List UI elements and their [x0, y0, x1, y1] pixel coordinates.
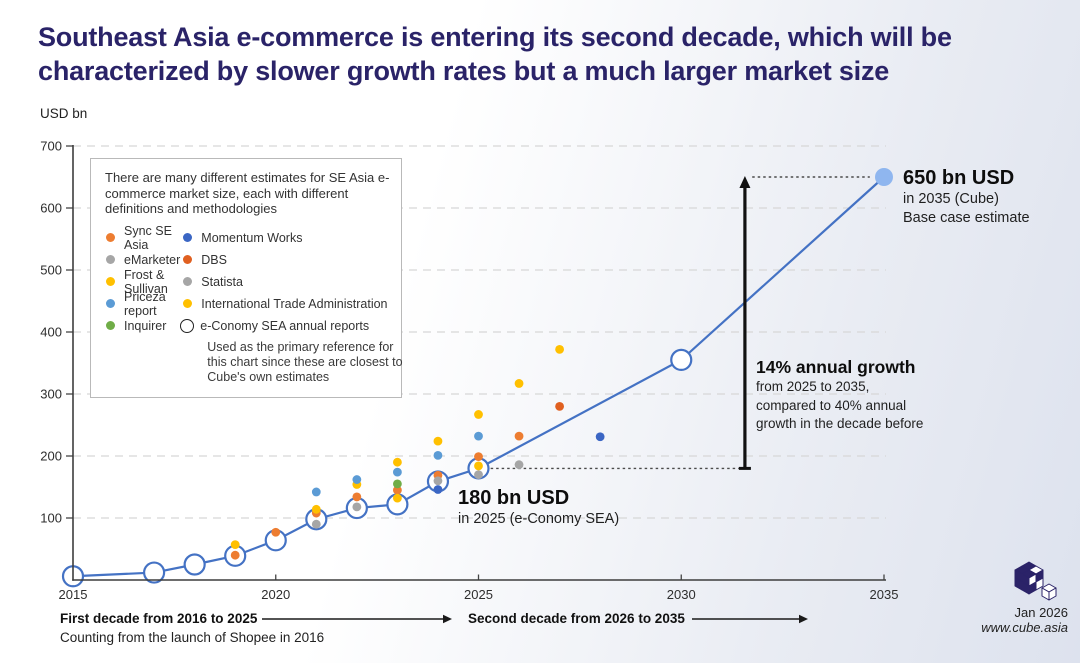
- svg-text:2015: 2015: [59, 587, 88, 602]
- annotation-650: 650 bn USD in 2035 (Cube) Base case esti…: [903, 166, 1030, 228]
- legend-column-left: Sync SE Asia eMarketer Frost & Sullivan …: [103, 223, 180, 385]
- legend-item: Statista: [180, 271, 407, 293]
- cube-logo-icon: [1014, 561, 1057, 601]
- legend-label: Priceza report: [124, 289, 166, 318]
- annotation-growth-line4: growth in the decade before: [756, 416, 924, 431]
- svg-text:700: 700: [40, 139, 62, 154]
- first-decade-subtext: Counting from the launch of Shopee in 20…: [60, 630, 325, 645]
- svg-text:300: 300: [40, 387, 62, 402]
- legend-item: Inquirer: [103, 315, 180, 337]
- note-box: There are many different estimates for S…: [90, 158, 403, 398]
- page-title: Southeast Asia e-commerce is entering it…: [38, 20, 1018, 88]
- annotation-650-line2: in 2035 (Cube): [903, 191, 999, 207]
- legend-label: Momentum Works: [201, 230, 303, 245]
- sync-se-asia-dot-icon: [106, 233, 115, 242]
- emarketer-dot-icon: [106, 255, 115, 264]
- inquirer-dot-icon: [106, 321, 115, 330]
- title-line-2: characterized by slower growth rates but…: [38, 56, 890, 86]
- svg-text:500: 500: [40, 263, 62, 278]
- legend-item: e-Conomy SEA annual reports: [180, 315, 407, 337]
- annotation-growth-line3: compared to 40% annual: [756, 397, 907, 413]
- frost-sullivan-dot-icon: [106, 277, 115, 286]
- note-intro: There are many different estimates for S…: [105, 170, 390, 216]
- annotation-growth: 14% annual growth from 2025 to 2035, com…: [756, 356, 923, 434]
- priceza-dot-icon: [106, 299, 115, 308]
- brand-date: Jan 2026: [1014, 605, 1069, 620]
- legend-label: eMarketer: [124, 252, 181, 267]
- legend: Sync SE Asia eMarketer Frost & Sullivan …: [103, 223, 403, 385]
- annotation-growth-title: 14% annual growth: [756, 357, 916, 377]
- second-decade-label: Second decade from 2026 to 2035: [468, 611, 685, 626]
- svg-text:2020: 2020: [261, 587, 290, 602]
- annotation-650-line3: Base case estimate: [903, 210, 1030, 226]
- annotation-growth-line2: from 2025 to 2035,: [756, 379, 870, 394]
- statista-dot-icon: [183, 277, 193, 286]
- legend-item: Momentum Works: [180, 227, 407, 249]
- annotation-650-value: 650 bn USD: [903, 167, 1015, 189]
- annotation-180: 180 bn USD in 2025 (e-Conomy SEA): [458, 486, 619, 529]
- legend-label: Sync SE Asia: [124, 223, 172, 252]
- first-decade-label: First decade from 2016 to 2025: [60, 611, 258, 626]
- legend-label: Frost & Sullivan: [124, 267, 168, 296]
- legend-item: eMarketer: [103, 249, 180, 271]
- svg-text:2030: 2030: [667, 587, 696, 602]
- legend-item: International Trade Administration: [180, 293, 407, 315]
- legend-item: Frost & Sullivan: [103, 267, 180, 296]
- legend-label: Statista: [201, 274, 243, 289]
- legend-item: Priceza report: [103, 289, 180, 318]
- svg-text:100: 100: [40, 511, 62, 526]
- legend-column-right: Momentum Works DBS Statista Internationa…: [180, 227, 407, 385]
- legend-label: International Trade Administration: [201, 296, 388, 311]
- svg-text:2035: 2035: [870, 587, 899, 602]
- e-conomy-open-circle-icon: [180, 318, 195, 333]
- axis-units-label: USD bn: [40, 106, 88, 121]
- brand-website[interactable]: www.cube.asia: [981, 620, 1068, 635]
- legend-label: DBS: [201, 252, 227, 267]
- ita-dot-icon: [183, 299, 193, 308]
- legend-label: e-Conomy SEA annual reports: [200, 318, 370, 333]
- legend-item: DBS: [180, 249, 407, 271]
- svg-text:600: 600: [40, 201, 62, 216]
- primary-reference-note: Used as the primary reference for this c…: [207, 339, 403, 384]
- svg-text:400: 400: [40, 325, 62, 340]
- momentum-works-dot-icon: [183, 233, 193, 242]
- legend-item: Sync SE Asia: [103, 223, 180, 252]
- brand-block: Jan 2026 www.cube.asia: [981, 605, 1068, 635]
- legend-label: Inquirer: [124, 318, 167, 333]
- dbs-dot-icon: [183, 255, 193, 264]
- annotation-180-line2: in 2025 (e-Conomy SEA): [458, 511, 620, 527]
- svg-text:200: 200: [40, 449, 62, 464]
- annotation-180-value: 180 bn USD: [458, 487, 570, 509]
- svg-text:2025: 2025: [464, 587, 493, 602]
- title-line-1: Southeast Asia e-commerce is entering it…: [38, 22, 952, 52]
